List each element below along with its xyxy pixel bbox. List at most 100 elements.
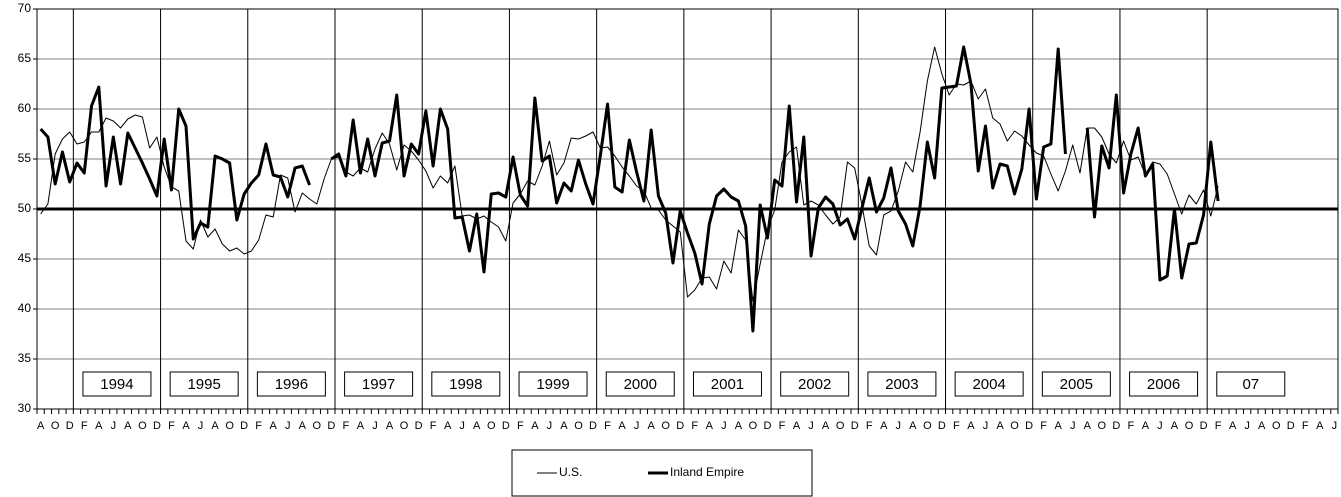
x-tick-label: A	[1084, 420, 1092, 432]
x-tick-label: O	[836, 420, 845, 432]
y-tick-label: 60	[18, 101, 32, 115]
x-tick-label: F	[1040, 420, 1047, 432]
year-label: 1995	[187, 376, 220, 393]
year-label: 1994	[100, 376, 133, 393]
y-tick-label: 30	[18, 401, 32, 415]
x-tick-label: F	[866, 420, 873, 432]
year-label: 2004	[972, 376, 1005, 393]
x-tick-label: A	[967, 420, 975, 432]
x-tick-label: O	[51, 420, 60, 432]
x-tick-label: A	[793, 420, 801, 432]
year-box	[692, 371, 762, 397]
x-tick-label: F	[953, 420, 960, 432]
year-label: 2003	[885, 376, 918, 393]
x-tick-label: A	[822, 420, 830, 432]
year-box	[1041, 371, 1111, 397]
x-tick-label: J	[983, 420, 989, 432]
year-label: 1996	[275, 376, 308, 393]
year-label: 2002	[798, 376, 831, 393]
year-box	[256, 371, 326, 397]
x-tick-label: D	[415, 420, 423, 432]
x-tick-label: F	[604, 420, 611, 432]
x-tick-label: A	[735, 420, 743, 432]
x-tick-label: D	[851, 420, 859, 432]
x-tick-label: A	[37, 420, 45, 432]
legend-label: U.S.	[559, 465, 582, 479]
x-tick-label: D	[502, 420, 510, 432]
x-tick-label: A	[909, 420, 917, 432]
x-tick-label: O	[400, 420, 409, 432]
x-tick-label: J	[372, 420, 378, 432]
year-box	[344, 371, 414, 397]
year-box	[1129, 371, 1199, 397]
x-tick-label: O	[1010, 420, 1019, 432]
x-tick-label: F	[691, 420, 698, 432]
y-tick-label: 70	[18, 1, 32, 15]
x-tick-label: A	[270, 420, 278, 432]
year-box	[954, 371, 1024, 397]
series-line	[40, 46, 1219, 302]
y-tick-label: 55	[18, 151, 32, 165]
x-tick-label: O	[225, 420, 234, 432]
y-tick-label: 40	[18, 301, 32, 315]
year-label: 2006	[1147, 376, 1180, 393]
y-tick-label: 45	[18, 251, 32, 265]
year-box	[431, 371, 501, 397]
x-tick-label: O	[574, 420, 583, 432]
x-tick-label: A	[1055, 420, 1063, 432]
x-tick-label: J	[1157, 420, 1163, 432]
x-tick-label: F	[1127, 420, 1134, 432]
year-box	[867, 371, 937, 397]
x-tick-label: D	[763, 420, 771, 432]
legend-label: Inland Empire	[670, 465, 744, 479]
year-box	[518, 371, 588, 397]
x-tick-label: D	[240, 420, 248, 432]
year-label: 1997	[362, 376, 395, 393]
year-box	[82, 371, 152, 397]
x-tick-label: J	[285, 420, 291, 432]
x-tick-label: F	[1215, 420, 1222, 432]
x-tick-label: A	[95, 420, 103, 432]
x-tick-label: D	[1025, 420, 1033, 432]
x-tick-label: D	[1287, 420, 1295, 432]
x-tick-label: J	[634, 420, 640, 432]
x-tick-label: A	[211, 420, 219, 432]
x-tick-label: J	[1070, 420, 1076, 432]
x-tick-label: A	[647, 420, 655, 432]
year-label: 07	[1242, 376, 1259, 393]
year-label: 1999	[536, 376, 569, 393]
x-tick-label: A	[1316, 420, 1324, 432]
x-tick-label: J	[111, 420, 117, 432]
x-tick-label: O	[923, 420, 932, 432]
x-tick-label: A	[531, 420, 539, 432]
x-tick-label: A	[299, 420, 307, 432]
x-tick-label: F	[1302, 420, 1309, 432]
x-tick-label: O	[1185, 420, 1194, 432]
x-tick-label: A	[996, 420, 1004, 432]
x-tick-label: A	[880, 420, 888, 432]
x-tick-label: J	[1332, 420, 1338, 432]
x-tick-label: D	[1200, 420, 1208, 432]
x-tick-label: D	[153, 420, 161, 432]
y-tick-label: 35	[18, 351, 32, 365]
year-label: 2001	[711, 376, 744, 393]
year-label: 2000	[624, 376, 657, 393]
x-tick-label: A	[473, 420, 481, 432]
series-line	[39, 45, 1220, 333]
x-tick-label: F	[343, 420, 350, 432]
x-tick-label: A	[124, 420, 132, 432]
x-tick-label: O	[313, 420, 322, 432]
x-tick-label: D	[589, 420, 597, 432]
x-tick-label: J	[459, 420, 465, 432]
x-tick-label: O	[487, 420, 496, 432]
x-tick-label: A	[386, 420, 394, 432]
x-tick-label: A	[706, 420, 714, 432]
x-tick-label: J	[198, 420, 204, 432]
x-tick-label: D	[327, 420, 335, 432]
x-tick-label: D	[1112, 420, 1120, 432]
x-tick-label: A	[182, 420, 190, 432]
x-tick-label: A	[1258, 420, 1266, 432]
y-tick-label: 65	[18, 51, 32, 65]
x-tick-label: A	[444, 420, 452, 432]
